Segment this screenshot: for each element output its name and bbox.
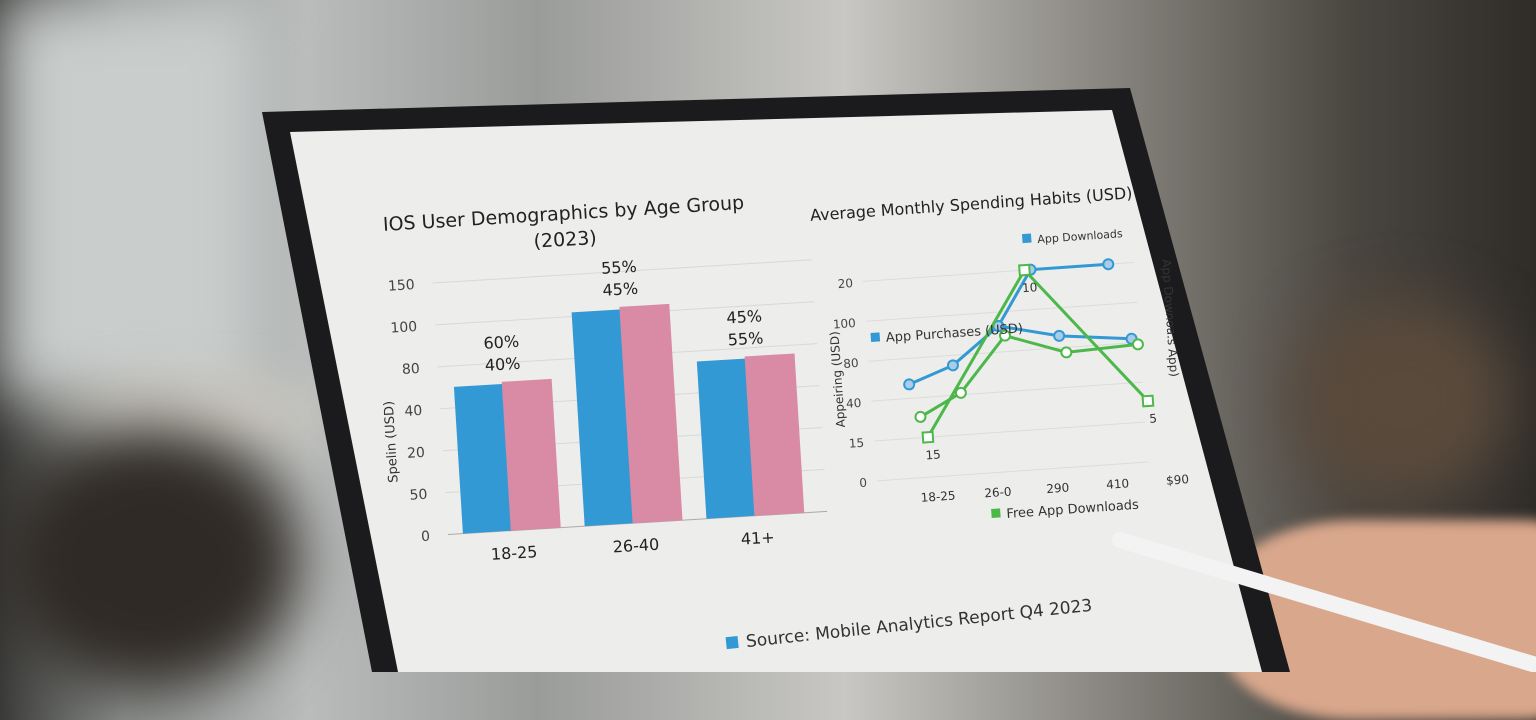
data-label: 45%	[726, 306, 763, 327]
y-tick-label: 100	[390, 319, 418, 337]
y-tick-label: 20	[837, 276, 853, 291]
background-window	[0, 0, 260, 400]
point-label: 5	[1149, 411, 1158, 425]
data-point	[1131, 338, 1144, 351]
background-furniture	[1290, 300, 1510, 500]
gridline	[876, 461, 1149, 482]
y-tick-label: 40	[404, 403, 423, 420]
x-tick-label: 26-40	[612, 535, 660, 557]
y-tick-label: 50	[409, 487, 428, 504]
legend-swatch	[870, 332, 881, 342]
bar-pink	[619, 303, 683, 524]
data-point	[1018, 263, 1031, 277]
data-label: 45%	[602, 279, 639, 300]
stylus	[1112, 532, 1536, 672]
y-tick-label: 150	[387, 277, 415, 295]
source-legend-square	[725, 635, 739, 650]
y-tick-label: 80	[401, 361, 420, 378]
data-point	[954, 386, 967, 399]
y-tick-label: 40	[846, 396, 862, 411]
data-point	[1141, 394, 1155, 408]
legend-swatch	[991, 508, 1001, 518]
data-label: 60%	[483, 332, 520, 353]
background-chair	[0, 430, 300, 690]
y-axis-label: Appeiring (USD)	[827, 331, 848, 428]
legend-label: App Downloads	[1037, 227, 1123, 246]
data-point	[999, 329, 1012, 342]
y-axis-label: Spelin (USD)	[382, 400, 402, 483]
bar-blue	[571, 309, 635, 527]
point-label: 10	[1022, 280, 1038, 295]
data-label: 40%	[484, 354, 521, 375]
gridline	[871, 381, 1143, 402]
x-tick-label: 18-25	[490, 542, 538, 564]
data-point	[903, 378, 916, 391]
bar-blue	[696, 358, 757, 519]
y-tick-label: 80	[843, 356, 859, 371]
bar-pink	[744, 353, 805, 516]
data-point	[914, 410, 927, 423]
x-tick-label: 18-25	[920, 488, 956, 504]
data-point	[921, 430, 935, 444]
x-tick-label: 290	[1046, 481, 1070, 497]
y-tick-label: 20	[407, 445, 426, 462]
y-tick-label: 15	[848, 436, 864, 451]
tablet-scene: IOS User Demographics by Age Group(2023)…	[262, 88, 1536, 672]
point-label: 15	[925, 447, 941, 462]
x-tick-label: $90	[1166, 472, 1190, 488]
bar-pink	[501, 378, 561, 531]
data-point	[946, 359, 959, 372]
y-tick-label: 0	[859, 476, 868, 490]
x-tick-label: 26-0	[984, 485, 1012, 501]
gridline	[874, 421, 1146, 442]
bar-blue	[453, 383, 513, 534]
data-point	[1102, 258, 1115, 271]
data-point	[1053, 329, 1066, 342]
bar-chart-title: (2023)	[533, 227, 597, 253]
y-tick-label: 0	[421, 529, 431, 546]
data-label: 55%	[727, 328, 764, 349]
x-tick-label: 410	[1106, 476, 1130, 492]
data-point	[1060, 346, 1073, 359]
x-tick-label: 41+	[740, 528, 775, 549]
y-tick-label: 100	[832, 316, 856, 332]
legend-swatch	[1021, 233, 1032, 244]
gridline	[432, 259, 812, 284]
data-label: 55%	[601, 257, 638, 278]
